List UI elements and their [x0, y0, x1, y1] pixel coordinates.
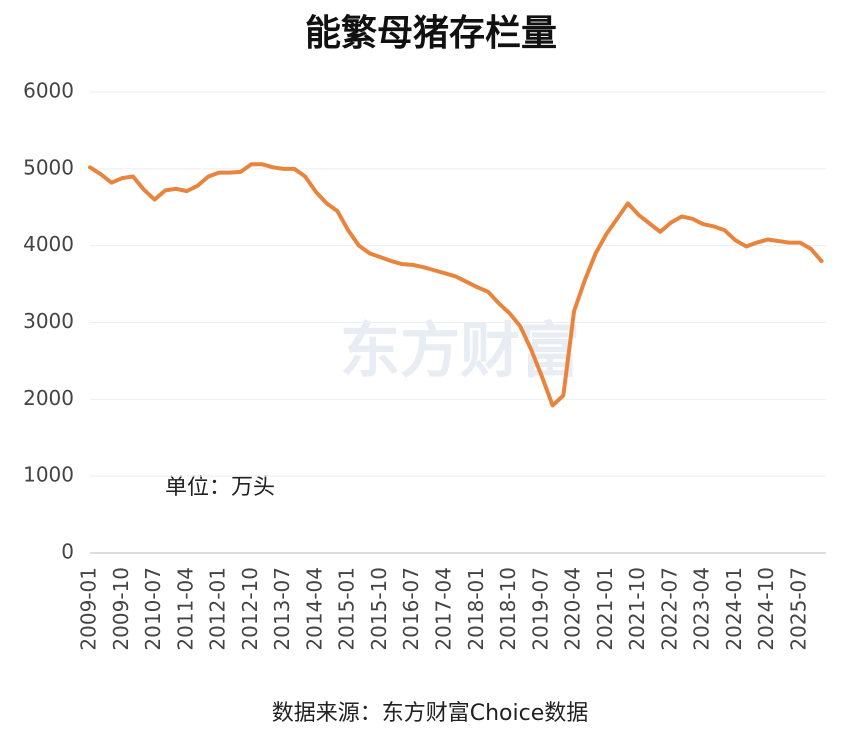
y-tick-label: 0	[61, 540, 74, 564]
x-tick-label: 2016-07	[399, 567, 423, 651]
x-tick-label: 2012-01	[206, 567, 230, 651]
unit-annotation: 单位：万头	[165, 475, 275, 500]
y-tick-label: 6000	[23, 79, 74, 103]
y-tick-label: 3000	[23, 309, 74, 333]
x-tick-label: 2015-10	[367, 567, 391, 651]
watermark: 东方财富	[340, 317, 580, 387]
x-tick-label: 2009-10	[109, 567, 133, 651]
x-tick-label: 2021-10	[625, 567, 649, 651]
data-line	[88, 162, 824, 408]
y-tick-label: 4000	[23, 232, 74, 256]
x-tick-label: 2018-01	[464, 567, 488, 651]
x-tick-label: 2017-04	[432, 567, 456, 651]
x-tick-label: 2018-10	[496, 567, 520, 651]
x-tick-label: 2011-04	[173, 567, 197, 651]
chart-title: 能繁母猪存栏量	[305, 12, 557, 54]
x-tick-label: 2012-10	[238, 567, 262, 651]
y-tick-label: 2000	[23, 386, 74, 410]
x-tick-label: 2025-07	[787, 567, 811, 651]
x-tick-label: 2020-04	[561, 567, 585, 651]
x-tick-label: 2013-07	[270, 567, 294, 651]
x-tick-label: 2022-07	[657, 567, 681, 651]
y-tick-label: 1000	[23, 463, 74, 487]
x-tick-label: 2014-04	[302, 567, 326, 651]
source-note: 数据来源：东方财富Choice数据	[272, 701, 589, 726]
x-tick-label: 2024-10	[754, 567, 778, 651]
x-tick-label: 2024-01	[722, 567, 746, 651]
x-tick-label: 2019-07	[528, 567, 552, 651]
x-tick-label: 2010-07	[141, 567, 165, 651]
y-tick-label: 5000	[23, 155, 74, 179]
x-tick-label: 2009-01	[77, 567, 101, 651]
x-tick-label: 2023-04	[690, 567, 714, 651]
x-tick-label: 2021-01	[593, 567, 617, 651]
x-tick-label: 2015-01	[335, 567, 359, 651]
